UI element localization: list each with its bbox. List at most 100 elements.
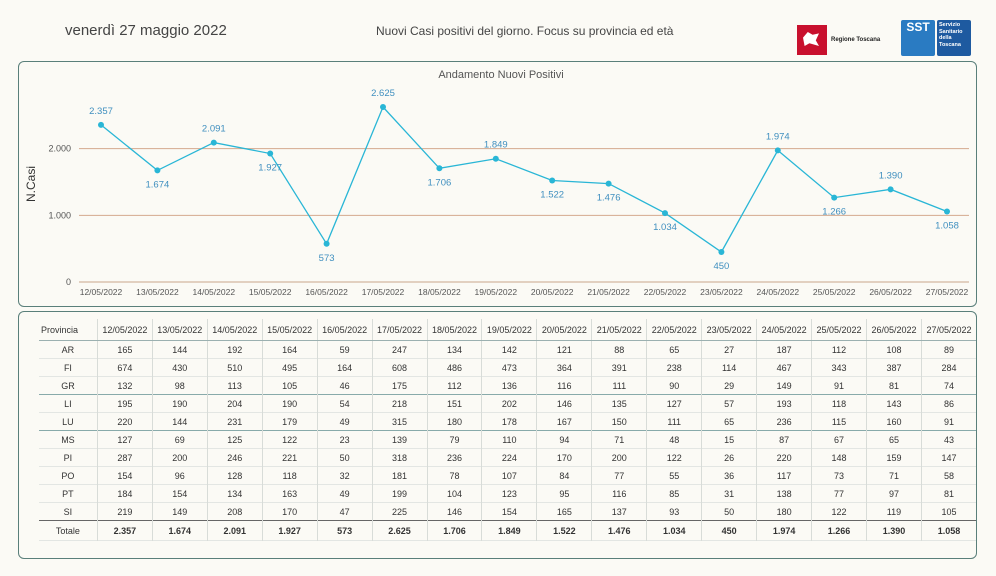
- column-header-date: 17/05/2022: [371, 319, 427, 341]
- table-row: FI 674 430 510 495 164 608 486 473 364 391 238 114 46…: [39, 358, 976, 377]
- data-label: 450: [713, 261, 729, 272]
- column-header-date: 22/05/2022: [646, 319, 702, 341]
- table-cell: 218: [371, 394, 427, 413]
- table-cell: 71: [866, 466, 922, 485]
- table-cell: 190: [261, 394, 318, 413]
- total-row: Totale 2.357 1.674 2.091 1.927 573 2.625 1.706 1…: [39, 520, 976, 541]
- table-cell: 119: [866, 502, 922, 521]
- header-title: Nuovi Casi positivi del giorno. Focus su…: [376, 24, 674, 38]
- data-label: 573: [319, 253, 335, 264]
- table-cell: 87: [756, 430, 812, 449]
- table-cell: 318: [371, 448, 427, 467]
- total-cell: 1.849: [481, 520, 537, 541]
- table-row: AR 165 144 192 164 59 247 134 142 121 88 65 27 187 112…: [39, 340, 976, 359]
- province-name: AR: [61, 344, 75, 355]
- column-header-date: 24/05/2022: [756, 319, 812, 341]
- province-name: LU: [62, 416, 74, 427]
- table-cell: 134: [206, 484, 263, 503]
- table-cell: 69: [151, 430, 208, 449]
- table-cell: 90: [646, 376, 702, 395]
- table-cell: 96: [151, 466, 208, 485]
- sst-text: Servizio Sanitario della Toscana: [937, 20, 971, 56]
- table-cell: 231: [206, 412, 263, 431]
- table-row: PO 154 96 128 118 32 181 78 107 84 77 55 36 117 73 71 58: [39, 466, 976, 485]
- data-point: [887, 186, 894, 193]
- total-cell: 450: [701, 520, 757, 541]
- table-cell: 510: [206, 358, 263, 377]
- table-cell: 50: [701, 502, 757, 521]
- table-cell: 154: [481, 502, 537, 521]
- table-cell: 122: [261, 430, 318, 449]
- province-name: PT: [62, 488, 74, 499]
- table-row: SI 219 149 208 170 47 225 146 154 165 137 93 50 180 12…: [39, 502, 976, 521]
- table-cell: 138: [756, 484, 812, 503]
- table-cell: 122: [811, 502, 867, 521]
- table-cell: 246: [206, 448, 263, 467]
- table-cell: 49: [316, 484, 373, 503]
- table-cell: 50: [316, 448, 373, 467]
- table-cell: 149: [151, 502, 208, 521]
- total-cell: 1.974: [756, 520, 812, 541]
- table-cell: 73: [811, 466, 867, 485]
- table-cell: 674: [96, 358, 153, 377]
- line-chart: Andamento Nuovi Positivi N.Casi 0 1.000 2.…: [24, 69, 969, 297]
- table-cell: 31: [701, 484, 757, 503]
- table-cell: 184: [96, 484, 153, 503]
- table-cell: 200: [151, 448, 208, 467]
- table-cell: 36: [701, 466, 757, 485]
- table-cell: 139: [371, 430, 427, 449]
- total-cell: 1.058: [920, 520, 976, 541]
- table-cell: 112: [426, 376, 482, 395]
- table-cell: 27: [701, 340, 757, 359]
- data-point: [662, 210, 668, 217]
- y-tick-label: 2.000: [48, 144, 71, 154]
- table-cell: 150: [591, 412, 647, 431]
- column-header-date: 16/05/2022: [316, 319, 373, 341]
- y-tick-label: 1.000: [48, 210, 71, 220]
- table-cell: 81: [866, 376, 922, 395]
- table-cell: 364: [536, 358, 592, 377]
- table-cell: 199: [371, 484, 427, 503]
- table-cell: 77: [811, 484, 867, 503]
- table-cell: 65: [646, 340, 702, 359]
- column-header-date: 21/05/2022: [591, 319, 647, 341]
- table-cell: 179: [261, 412, 318, 431]
- table-cell: 147: [920, 448, 976, 467]
- table-cell: 236: [756, 412, 812, 431]
- table-cell: 88: [591, 340, 647, 359]
- data-label: 1.927: [258, 163, 282, 174]
- table-cell: 151: [426, 394, 482, 413]
- table-cell: 111: [591, 376, 647, 395]
- table-cell: 165: [96, 340, 153, 359]
- table-cell: 85: [646, 484, 702, 503]
- header-date: venerdì 27 maggio 2022: [65, 22, 227, 39]
- x-tick-label: 16/05/2022: [305, 287, 348, 297]
- data-label: 1.849: [484, 140, 508, 151]
- column-header-date: 13/05/2022: [151, 319, 208, 341]
- table-cell: 108: [866, 340, 922, 359]
- total-cell: 1.674: [151, 520, 208, 541]
- table-row: LU 220 144 231 179 49 315 180 178 167 150 111 65 236 1…: [39, 412, 976, 431]
- table-cell: 132: [96, 376, 153, 395]
- chart-panel: Andamento Nuovi Positivi N.Casi 0 1.000 2.…: [18, 61, 977, 307]
- province-name: GR: [61, 380, 75, 391]
- table-cell: 78: [426, 466, 482, 485]
- table-cell: 57: [701, 394, 757, 413]
- data-point: [154, 167, 161, 174]
- table-cell: 430: [151, 358, 208, 377]
- table-cell: 180: [756, 502, 812, 521]
- table-cell: 143: [866, 394, 922, 413]
- table-cell: 48: [646, 430, 702, 449]
- table-cell: 65: [866, 430, 922, 449]
- series-line: [100, 105, 948, 253]
- table-cell: 107: [481, 466, 537, 485]
- table-cell: 495: [261, 358, 318, 377]
- table-cell: 181: [371, 466, 427, 485]
- data-label: 1.034: [653, 222, 677, 233]
- table-cell: 112: [811, 340, 867, 359]
- x-tick-label: 26/05/2022: [869, 287, 912, 297]
- table-cell: 117: [756, 466, 812, 485]
- column-header-date: 25/05/2022: [811, 319, 867, 341]
- table-cell: 144: [151, 340, 208, 359]
- table-cell: 93: [646, 502, 702, 521]
